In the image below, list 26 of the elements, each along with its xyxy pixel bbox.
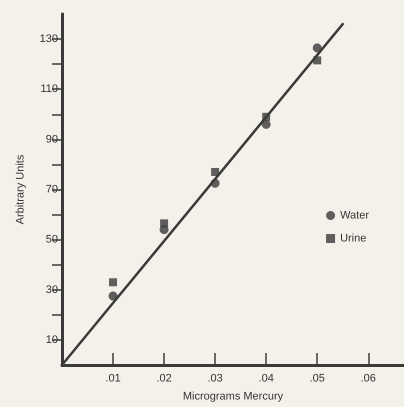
point <box>313 56 322 64</box>
x-tick-label: .02 <box>156 372 172 384</box>
y-tick-label: 70 <box>46 184 58 196</box>
y-tick-label: 130 <box>40 33 58 46</box>
legend-label: Water <box>340 210 370 222</box>
point <box>160 219 168 228</box>
x-tick-label: .04 <box>258 372 274 384</box>
x-tick-label: .06 <box>360 372 376 384</box>
y-axis-title: Arbitrary Units <box>14 154 26 224</box>
point <box>109 278 118 286</box>
y-tick-label: 90 <box>46 133 58 146</box>
y-tick-label: 110 <box>40 83 58 96</box>
y-tick-label: 50 <box>46 234 58 246</box>
x-tick-label: .05 <box>310 372 325 384</box>
x-axis-title: Micrograms Mercury <box>182 390 284 402</box>
legend-label: Urine <box>340 232 366 244</box>
point <box>262 120 271 129</box>
x-tick-label: .01 <box>105 372 121 384</box>
x-tick-label: .03 <box>207 372 223 384</box>
point <box>210 178 220 188</box>
point <box>262 112 270 121</box>
point <box>211 168 220 176</box>
point <box>108 292 118 301</box>
y-tick-label: 10 <box>46 334 58 346</box>
point <box>312 43 322 52</box>
y-tick-label: 30 <box>46 284 58 296</box>
